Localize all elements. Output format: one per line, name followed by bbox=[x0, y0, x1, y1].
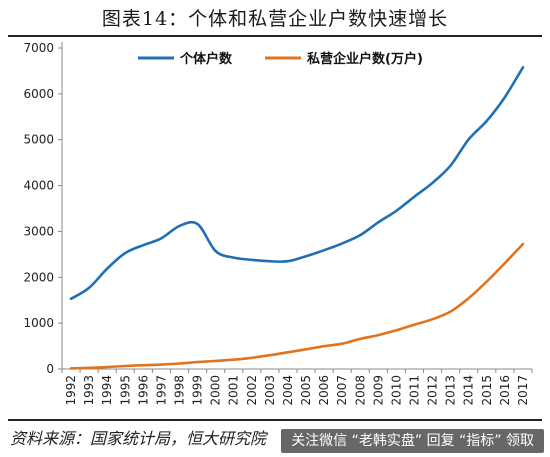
y-tick-label: 5000 bbox=[23, 133, 54, 147]
x-tick-label: 2011 bbox=[408, 375, 422, 406]
chart-axes: 0 1000 2000 3000 4000 5000 6000 7000 1992 1993 199… bbox=[23, 41, 533, 406]
legend-label-1: 私营企业户数(万户) bbox=[307, 51, 423, 67]
footer-divider bbox=[8, 419, 542, 421]
x-tick-label: 1994 bbox=[100, 375, 114, 406]
source-note: 资料来源：国家统计局，恒大研究院 bbox=[10, 429, 267, 448]
y-tick-label: 1000 bbox=[23, 316, 54, 330]
x-tick-label: 2017 bbox=[516, 375, 530, 406]
x-tick-label: 2009 bbox=[371, 375, 385, 406]
x-tick-label: 2005 bbox=[299, 375, 313, 406]
x-tick-label: 2003 bbox=[263, 375, 277, 406]
x-tick-label: 2006 bbox=[317, 375, 331, 406]
y-tick-label: 6000 bbox=[23, 87, 54, 101]
y-tick-label: 2000 bbox=[23, 270, 54, 284]
x-tick-label: 1996 bbox=[136, 375, 150, 406]
y-tick-label: 3000 bbox=[23, 224, 54, 238]
series-line-0 bbox=[69, 66, 525, 301]
x-tick-label: 1997 bbox=[154, 375, 168, 406]
x-tick-label: 1999 bbox=[191, 375, 205, 406]
series-line-1 bbox=[69, 242, 525, 370]
legend-label-0: 个体户数 bbox=[179, 51, 233, 67]
x-tick-label: 2007 bbox=[335, 375, 349, 406]
line-chart: 0 1000 2000 3000 4000 5000 6000 7000 1992 1993 199… bbox=[23, 41, 533, 406]
title-divider bbox=[8, 35, 542, 37]
x-tick-label: 2000 bbox=[209, 375, 223, 406]
x-tick-label: 2010 bbox=[389, 375, 403, 406]
x-tick-label: 2014 bbox=[462, 375, 476, 406]
chart-legend: 个体户数 私营企业户数(万户) bbox=[138, 51, 423, 67]
chart-title: 图表14：个体和私营企业户数快速增长 bbox=[101, 8, 449, 30]
x-tick-label: 2002 bbox=[245, 375, 259, 406]
x-tick-label: 1995 bbox=[118, 375, 132, 406]
x-tick-label: 1992 bbox=[64, 375, 78, 406]
x-tick-label: 2004 bbox=[281, 375, 295, 406]
x-tick-label: 1998 bbox=[173, 375, 187, 406]
x-tick-label: 2012 bbox=[426, 375, 440, 406]
x-tick-label: 2016 bbox=[498, 375, 512, 406]
y-tick-label: 7000 bbox=[23, 41, 54, 55]
x-tick-label: 2013 bbox=[444, 375, 458, 406]
x-tick-label: 2008 bbox=[353, 375, 367, 406]
x-tick-label: 2015 bbox=[480, 375, 494, 406]
y-tick-label: 0 bbox=[46, 362, 54, 376]
x-tick-label: 2001 bbox=[227, 375, 241, 406]
x-tick-label: 1993 bbox=[82, 375, 96, 406]
y-tick-label: 4000 bbox=[23, 179, 54, 193]
chart-series bbox=[69, 66, 525, 370]
watermark-banner: 关注微信 “老韩实盘” 回复 “指标” 领取 bbox=[281, 429, 544, 453]
